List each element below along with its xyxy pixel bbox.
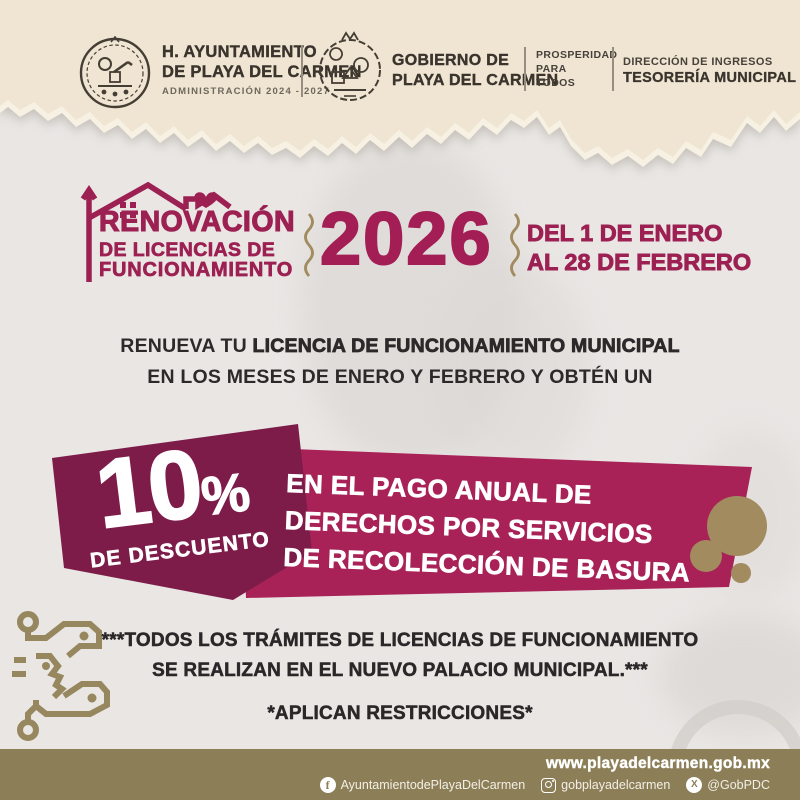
instagram-handle: gobplayadelcarmen: [561, 778, 671, 792]
government-line2: PLAYA DEL CARMEN: [392, 72, 559, 89]
slogan-block: PROSPERIDAD PARA TODOS: [536, 48, 617, 90]
background-watermark: [430, 260, 590, 480]
administration-period: ADMINISTRACIÓN 2024 - 2027: [162, 86, 330, 97]
notes-line1: ***TODOS LOS TRÁMITES DE LICENCIAS DE FU…: [101, 630, 699, 652]
restrictions-note: *APLICAN RESTRICCIONES*: [267, 703, 533, 725]
department-line2: TESORERÍA MUNICIPAL: [623, 70, 797, 86]
campaign-title-line3: FUNCIONAMIENTO: [99, 259, 294, 281]
municipality-name-line2: DE PLAYA DEL CARMEN: [162, 63, 362, 81]
government-block: GOBIERNO DE PLAYA DEL CARMEN: [392, 51, 558, 91]
government-line1: GOBIERNO DE: [392, 52, 510, 69]
x-handle: @GobPDC: [707, 778, 770, 792]
period-line2: AL 28 DE FEBRERO: [527, 248, 752, 275]
slogan-line2: PARA: [536, 63, 567, 75]
campaign-title-line1: RENOVACIÓN: [98, 205, 296, 238]
x-link[interactable]: X @GobPDC: [686, 777, 770, 793]
municipality-block: H. AYUNTAMIENTO DE PLAYA DEL CARMEN ADMI…: [162, 42, 362, 97]
notes: ***TODOS LOS TRÁMITES DE LICENCIAS DE FU…: [0, 626, 800, 729]
slogan-line3: TODOS: [536, 77, 576, 89]
period-line1: DEL 1 DE ENERO: [527, 220, 723, 247]
x-icon: X: [686, 777, 703, 793]
wavy-divider-icon: [304, 213, 314, 277]
offer-description: EN EL PAGO ANUAL DE DERECHOS POR SERVICI…: [283, 465, 694, 592]
instagram-icon: [541, 777, 557, 793]
slogan-line1: PROSPERIDAD: [536, 49, 618, 61]
municipal-seal-icon: [79, 36, 151, 109]
instagram-link[interactable]: gobplayadelcarmen: [541, 777, 671, 793]
wavy-divider-icon: [510, 213, 520, 277]
offer-ribbon-shapes: [52, 424, 767, 600]
header-divider: [612, 47, 614, 91]
header-divider: [301, 45, 303, 97]
campaign-period: DEL 1 DE ENERO AL 28 DE FEBRERO: [527, 219, 752, 276]
header-divider: [524, 47, 526, 91]
circuit-face-icon: [12, 611, 110, 741]
facebook-handle: AyuntamientodePlayaDelCarmen: [340, 778, 526, 792]
intro-line2: EN LOS MESES DE ENERO Y FEBRERO Y OBTÉN …: [147, 365, 653, 388]
campaign-title: RENOVACIÓN DE LICENCIAS DE FUNCIONAMIENT…: [98, 205, 296, 281]
facebook-link[interactable]: f AyuntamientodePlayaDelCarmen: [319, 777, 526, 793]
department-line1: DIRECCIÓN DE INGRESOS: [623, 56, 773, 68]
government-emblem-icon: [319, 31, 381, 101]
campaign-title-line2: DE LICENCIAS DE: [99, 239, 276, 261]
intro-text: RENUEVA TU LICENCIA DE FUNCIONAMIENTO MU…: [0, 331, 800, 392]
municipality-name-line1: H. AYUNTAMIENTO: [162, 43, 317, 61]
website-link[interactable]: www.playadelcarmen.gob.mx: [546, 755, 770, 772]
social-links: f AyuntamientodePlayaDelCarmen gobplayad…: [319, 777, 770, 793]
notes-line2: SE REALIZAN EN EL NUEVO PALACIO MUNICIPA…: [152, 660, 648, 682]
footer-bar: www.playadelcarmen.gob.mx f Ayuntamiento…: [0, 749, 800, 800]
intro-line1: RENUEVA TU LICENCIA DE FUNCIONAMIENTO MU…: [120, 335, 680, 358]
department-block: DIRECCIÓN DE INGRESOS TESORERÍA MUNICIPA…: [623, 56, 796, 86]
facebook-icon: f: [319, 777, 336, 793]
torn-paper-header: [0, 0, 800, 167]
campaign-year: 2026: [319, 196, 493, 281]
house-icon: [80, 181, 232, 282]
